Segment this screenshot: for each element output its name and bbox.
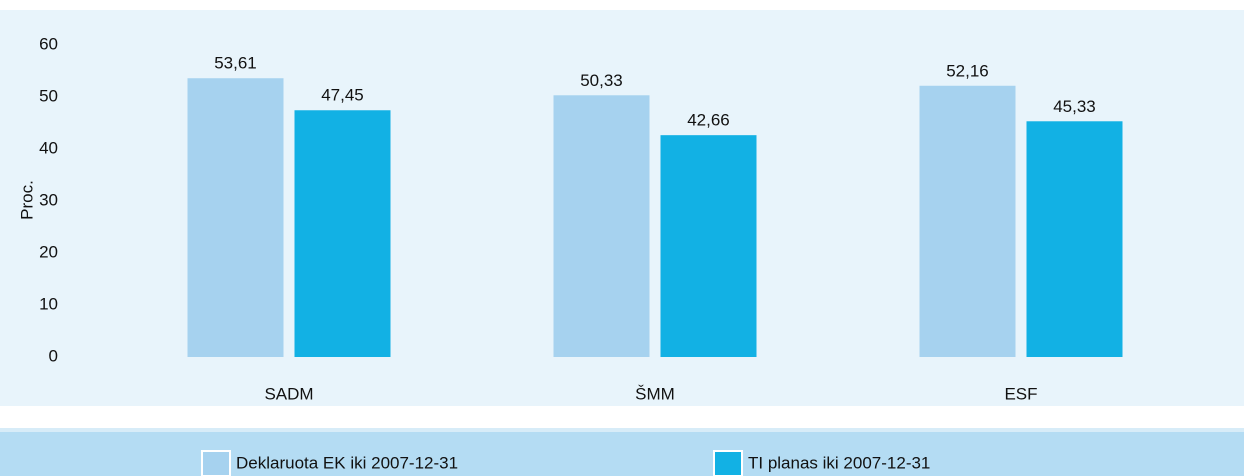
x-tick-label: ESF <box>1004 384 1037 403</box>
x-tick-label: SADM <box>264 384 313 403</box>
y-tick-label: 20 <box>39 242 58 261</box>
y-tick-label: 30 <box>39 190 58 209</box>
bar <box>660 135 757 357</box>
y-tick-label: 60 <box>39 34 58 53</box>
bar <box>1026 121 1123 357</box>
value-label: 47,45 <box>321 86 364 105</box>
y-tick-label: 50 <box>39 86 58 105</box>
bar <box>919 85 1016 357</box>
legend-swatch <box>713 450 743 476</box>
legend-label: Deklaruota EK iki 2007-12-31 <box>236 453 458 472</box>
legend-label: TI planas iki 2007-12-31 <box>748 453 930 472</box>
value-label: 50,33 <box>580 71 623 90</box>
bar <box>187 78 284 357</box>
bar <box>553 95 650 357</box>
y-tick-label: 0 <box>49 346 58 365</box>
bar <box>294 110 391 357</box>
separator <box>0 428 1244 432</box>
value-label: 53,61 <box>214 54 257 73</box>
value-label: 45,33 <box>1053 97 1096 116</box>
value-label: 42,66 <box>687 111 730 130</box>
x-tick-label: ŠMM <box>635 384 675 403</box>
y-tick-label: 10 <box>39 294 58 313</box>
y-tick-label: 40 <box>39 138 58 157</box>
y-axis-label: Proc. <box>17 180 36 220</box>
value-label: 52,16 <box>946 61 989 80</box>
legend-background <box>0 432 1244 476</box>
legend-swatch <box>201 450 231 476</box>
